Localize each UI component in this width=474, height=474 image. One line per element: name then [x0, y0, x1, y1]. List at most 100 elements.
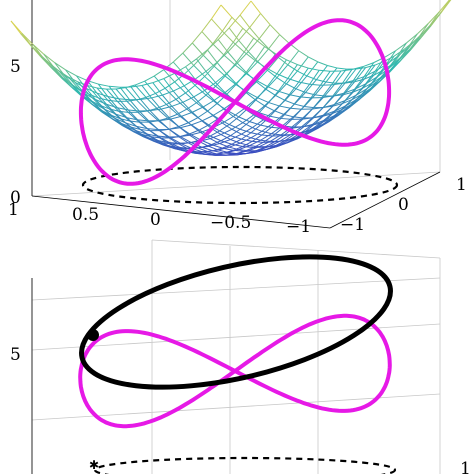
surface-mesh-line: [213, 65, 226, 77]
surface-mesh-line: [107, 96, 119, 100]
surface-mesh-line: [145, 96, 158, 109]
surface-mesh-line: [300, 96, 312, 99]
surface-mesh-line: [152, 82, 163, 96]
surface-mesh-line: [215, 73, 227, 83]
surface-mesh-line: [111, 118, 122, 124]
surface-mesh-line: [313, 107, 324, 118]
surface-mesh-line: [166, 98, 177, 105]
top-y-tick-0: 0: [398, 195, 409, 215]
surface-mesh-line: [115, 88, 128, 102]
surface-mesh-line: [149, 110, 160, 121]
surface-mesh-line: [261, 134, 273, 137]
surface-mesh-line: [125, 84, 136, 89]
surface-mesh-line: [195, 152, 205, 155]
surface-mesh-line: [220, 140, 233, 145]
surface-mesh-line: [217, 27, 230, 40]
surface-mesh-line: [310, 84, 321, 99]
surface-mesh-line: [117, 107, 129, 111]
surface-mesh-line: [239, 14, 251, 28]
surface-mesh-line: [237, 62, 248, 74]
surface-mesh-line: [254, 99, 265, 107]
surface-mesh-line: [177, 108, 188, 115]
surface-mesh-line: [273, 135, 285, 143]
surface-mesh-line: [202, 43, 214, 56]
surface-mesh-line: [399, 49, 410, 62]
surface-mesh-line: [384, 55, 395, 62]
surface-mesh-line: [91, 103, 102, 111]
bottom-floor-projection: [93, 456, 397, 474]
surface-mesh-line: [163, 78, 174, 92]
surface-mesh-line: [336, 67, 347, 70]
surface-mesh-line: [147, 110, 159, 122]
top-floor-projection: [81, 165, 399, 205]
surface-mesh-line: [173, 85, 185, 92]
top-x-tick-0: 0: [150, 210, 161, 230]
surface-mesh-line: [276, 64, 289, 79]
surface-mesh-line: [408, 37, 420, 51]
surface-mesh-line: [129, 99, 140, 112]
surface-mesh-line: [249, 13, 261, 28]
surface-mesh-line: [219, 130, 231, 137]
surface-mesh-line: [395, 42, 407, 52]
surface-mesh-line: [354, 76, 365, 90]
surface-mesh-line: [137, 110, 148, 113]
surface-mesh-line: [227, 110, 239, 118]
surface-mesh-line: [48, 62, 60, 72]
top-panel: 5 0 1 0.5 0 −0.5 −1 −1 0 1: [8, 0, 467, 237]
surface-mesh-line: [347, 98, 358, 109]
surface-mesh-line: [193, 89, 205, 98]
surface-mesh-line: [151, 94, 163, 99]
surface-mesh-line: [367, 80, 379, 92]
surface-mesh-line: [148, 120, 159, 123]
surface-mesh-line: [191, 31, 203, 44]
surface-mesh-line: [182, 101, 193, 113]
surface-mesh-line: [209, 135, 222, 142]
surface-mesh-line: [265, 77, 278, 90]
surface-mesh-line: [344, 68, 357, 84]
surface-mesh-line: [289, 94, 301, 98]
surface-mesh-line: [155, 93, 167, 105]
surface-mesh-line: [99, 104, 110, 110]
surface-mesh-line: [354, 83, 366, 90]
surface-mesh-line: [141, 133, 152, 138]
surface-mesh-line: [166, 104, 178, 115]
top-x-tick-m0-5: −0.5: [210, 213, 251, 233]
surface-mesh-line: [223, 54, 235, 66]
surface-mesh-line: [301, 117, 313, 128]
surface-mesh-line: [419, 25, 431, 39]
surface-mesh-line: [204, 76, 216, 87]
surface-mesh-line: [284, 133, 295, 141]
surface-mesh-line: [154, 140, 164, 146]
surface-mesh: [10, 0, 452, 156]
surface-mesh-line: [286, 59, 298, 66]
surface-mesh-line: [265, 88, 276, 96]
surface-mesh-line: [272, 127, 283, 137]
surface-mesh-line: [385, 50, 396, 65]
surface-mesh-line: [268, 90, 279, 103]
surface-mesh-line: [246, 61, 259, 74]
top-y-tick-m1: −1: [340, 215, 365, 235]
surface-mesh-line: [277, 57, 289, 66]
surface-mesh-line: [179, 136, 192, 143]
surface-mesh-line: [151, 136, 163, 144]
surface-mesh-line: [324, 110, 336, 116]
surface-mesh-line: [169, 126, 179, 130]
surface-mesh-line: [239, 0, 252, 16]
surface-mesh-line: [294, 92, 306, 105]
surface-mesh-line: [234, 64, 246, 74]
surface-mesh-line: [220, 134, 231, 140]
surface-mesh-line: [287, 78, 299, 83]
surface-mesh-line: [314, 81, 327, 96]
surface-mesh-line: [220, 128, 233, 136]
surface-mesh-line: [76, 75, 88, 82]
surface-mesh-line: [242, 140, 253, 147]
surface-mesh-line: [396, 47, 409, 58]
surface-mesh-line: [291, 108, 302, 120]
surface-mesh-line: [147, 128, 158, 137]
surface-mesh-line: [137, 111, 150, 123]
surface-mesh-line: [325, 110, 336, 121]
surface-mesh-line: [366, 77, 377, 90]
surface-mesh-line: [65, 69, 76, 83]
surface-mesh-line: [155, 87, 166, 94]
surface-mesh-line: [127, 112, 140, 123]
